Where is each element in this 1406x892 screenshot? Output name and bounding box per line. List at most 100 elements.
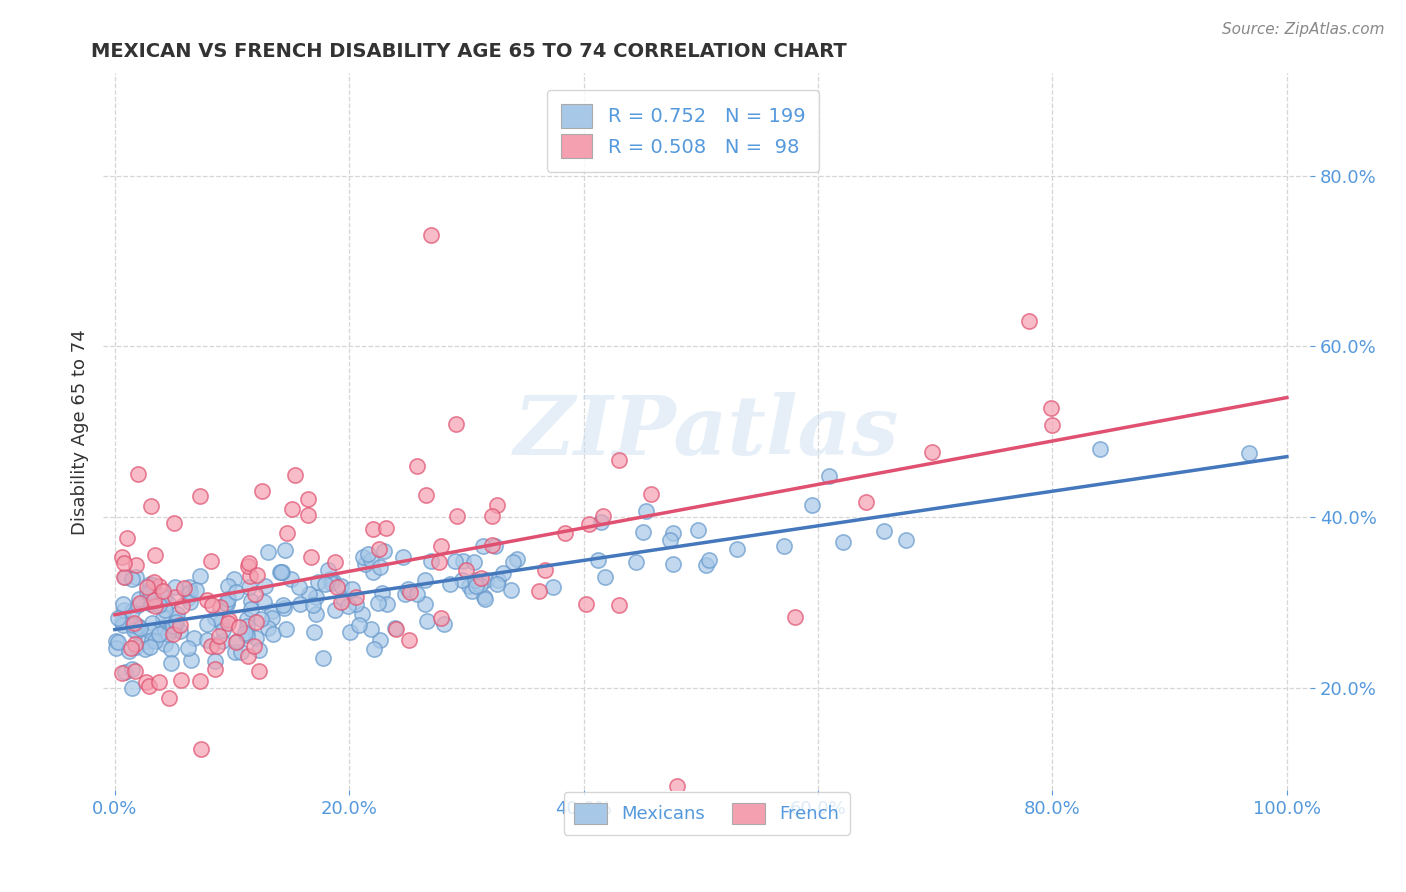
Point	[159, 657, 181, 671]
Point	[153, 637, 176, 651]
Point	[297, 587, 319, 601]
Point	[307, 574, 329, 589]
Point	[247, 642, 270, 657]
Point	[111, 618, 134, 632]
Point	[319, 572, 342, 586]
Point	[330, 579, 353, 593]
Point	[152, 620, 174, 634]
Point	[143, 599, 166, 613]
Point	[124, 637, 146, 651]
Point	[236, 612, 259, 626]
Point	[260, 604, 283, 618]
Point	[336, 599, 359, 614]
Point	[284, 468, 307, 483]
Point	[141, 615, 163, 630]
Point	[208, 629, 231, 643]
Point	[321, 575, 343, 590]
Point	[120, 640, 142, 655]
Point	[475, 573, 498, 587]
Point	[121, 681, 143, 695]
Point	[659, 533, 682, 547]
Point	[114, 570, 136, 584]
Point	[288, 580, 311, 594]
Point	[269, 566, 291, 580]
Point	[143, 633, 166, 648]
Point	[179, 580, 201, 594]
Point	[121, 662, 143, 676]
Point	[236, 628, 259, 642]
Point	[281, 501, 304, 516]
Point	[162, 619, 184, 633]
Point	[831, 535, 853, 549]
Point	[179, 595, 201, 609]
Point	[302, 625, 325, 640]
Point	[439, 577, 461, 591]
Point	[127, 467, 149, 482]
Point	[152, 584, 174, 599]
Point	[153, 590, 176, 604]
Point	[124, 640, 146, 654]
Point	[141, 597, 163, 611]
Point	[217, 616, 239, 631]
Point	[215, 598, 238, 612]
Point	[633, 525, 655, 540]
Point	[817, 468, 839, 483]
Point	[485, 577, 508, 591]
Point	[405, 587, 427, 601]
Point	[239, 569, 262, 583]
Point	[152, 610, 174, 624]
Point	[217, 579, 239, 593]
Text: Source: ZipAtlas.com: Source: ZipAtlas.com	[1222, 22, 1385, 37]
Point	[314, 577, 336, 591]
Point	[135, 675, 157, 690]
Point	[128, 591, 150, 606]
Point	[636, 504, 658, 518]
Point	[111, 549, 134, 564]
Point	[470, 571, 492, 585]
Point	[162, 627, 184, 641]
Point	[134, 641, 156, 656]
Point	[254, 579, 277, 593]
Point	[236, 619, 259, 633]
Point	[136, 585, 159, 599]
Point	[257, 620, 280, 634]
Point	[506, 551, 529, 566]
Point	[274, 622, 297, 636]
Point	[486, 498, 509, 512]
Point	[138, 585, 160, 599]
Point	[270, 566, 292, 580]
Point	[163, 623, 186, 637]
Point	[474, 590, 496, 604]
Point	[361, 522, 384, 536]
Point	[344, 597, 367, 611]
Point	[165, 611, 187, 625]
Point	[135, 580, 157, 594]
Point	[139, 624, 162, 639]
Point	[458, 579, 481, 593]
Point	[280, 572, 302, 586]
Point	[201, 599, 224, 613]
Point	[215, 596, 238, 610]
Point	[173, 581, 195, 595]
Point	[169, 624, 191, 639]
Point	[1088, 442, 1111, 456]
Point	[239, 601, 262, 615]
Point	[481, 538, 503, 552]
Point	[110, 615, 132, 629]
Point	[200, 554, 222, 568]
Point	[371, 586, 394, 600]
Point	[238, 559, 260, 574]
Point	[188, 568, 211, 582]
Point	[127, 599, 149, 613]
Point	[250, 483, 273, 498]
Point	[157, 690, 180, 705]
Point	[170, 599, 193, 613]
Point	[534, 563, 557, 577]
Point	[326, 580, 349, 594]
Point	[318, 563, 340, 577]
Point	[229, 645, 252, 659]
Point	[607, 599, 630, 613]
Point	[163, 590, 186, 604]
Point	[225, 584, 247, 599]
Point	[419, 554, 441, 568]
